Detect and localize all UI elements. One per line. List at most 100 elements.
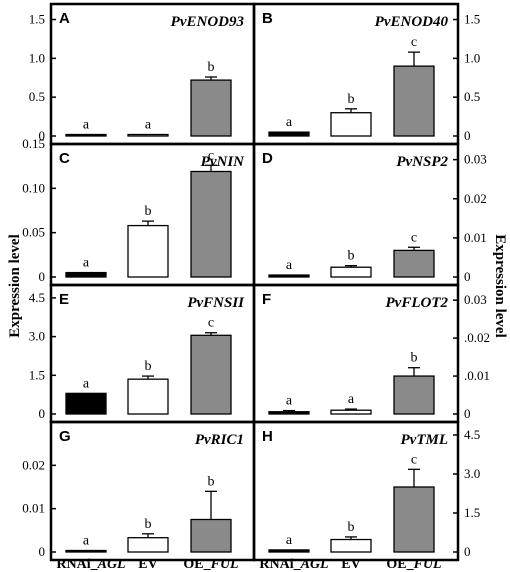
significance-letter: b	[145, 359, 152, 374]
bar-oe	[190, 79, 232, 137]
x-axis-categories: RNAi_AGL EV OE_FUL RNAi_AGL EV OE_FUL	[56, 557, 441, 572]
x-category-label: EV	[138, 557, 157, 572]
y-tick-label: 0.10	[22, 180, 45, 195]
y-tick-label: 1.5	[464, 12, 480, 27]
y-tick-label: 0.15	[22, 136, 45, 151]
bar-rnai	[268, 411, 310, 415]
significance-letter: a	[286, 394, 293, 409]
bar-rnai	[65, 271, 107, 278]
gene-title: PvTML	[401, 432, 448, 448]
bar-ev	[330, 266, 372, 278]
significance-letter: c	[411, 452, 417, 467]
gene-title: PvFNSII	[187, 295, 245, 311]
significance-letter: a	[145, 118, 152, 133]
significance-letter: c	[208, 316, 214, 331]
panel-letter: H	[262, 428, 273, 445]
y-tick-label: 0.5	[464, 89, 480, 104]
bar-ev	[330, 112, 372, 137]
bar-rnai	[65, 133, 107, 137]
gene-title: PvFLOT2	[386, 295, 449, 311]
bar-ev	[127, 537, 169, 553]
significance-letter: b	[145, 517, 152, 532]
y-tick-label: 1.5	[464, 505, 480, 520]
y-tick-label: 3.0	[464, 466, 480, 481]
bar-rnai	[268, 274, 310, 278]
panels: 0 0.5 1.0 1.5 A PvENOD93 a a b 0 0.5 1.0 1.5 B PvENOD4…	[22, 2, 490, 562]
significance-letter: b	[208, 60, 215, 75]
y-tick-label: 1.0	[464, 50, 480, 65]
y-axis-label-right: Expression level	[492, 234, 508, 337]
x-category-label: RNAi_AGL	[56, 557, 125, 572]
panel-letter: E	[59, 291, 69, 308]
y-tick-label: 0.03	[464, 292, 487, 307]
bar-ev	[127, 133, 169, 137]
y-tick-label: 0.01	[22, 501, 45, 516]
bar-oe	[190, 518, 232, 553]
y-tick-label: 0.02	[22, 457, 45, 472]
y-axis-label-left: Expression level	[7, 234, 23, 337]
gene-title: PvNSP2	[396, 154, 448, 170]
y-tick-label: 0	[464, 406, 471, 421]
bar-rnai	[65, 549, 107, 553]
significance-letter: a	[348, 392, 355, 407]
y-tick-label: 1.0	[29, 50, 45, 65]
significance-letter: b	[411, 351, 418, 366]
y-tick-label: 0	[464, 544, 471, 559]
significance-letter: b	[348, 249, 355, 264]
y-tick-label: 0.05	[22, 225, 45, 240]
y-tick-label: 1.5	[29, 367, 45, 382]
y-tick-label: 3.0	[29, 329, 45, 344]
bar-ev	[330, 409, 372, 415]
y-tick-label: 1.5	[29, 12, 45, 27]
gene-title: PvRIC1	[195, 432, 244, 448]
bar-oe	[393, 249, 435, 278]
y-tick-label: 0	[39, 128, 46, 143]
panel-letter: D	[262, 150, 273, 167]
panel-letter: A	[59, 10, 70, 27]
panel-a: 0 0.5 1.0 1.5 A PvENOD93 a a b	[29, 2, 256, 146]
bar-rnai	[65, 392, 107, 415]
y-tick-label: 0.03	[464, 152, 487, 167]
significance-letter: a	[83, 256, 90, 271]
significance-letter: a	[286, 258, 293, 273]
significance-letter: b	[348, 520, 355, 535]
panel-h: 0 1.5 3.0 4.5 H PvTML a b c	[252, 420, 480, 562]
y-tick-label: 0.5	[29, 89, 45, 104]
significance-letter: a	[286, 533, 293, 548]
y-tick-label: 0.01	[464, 230, 487, 245]
significance-letter: a	[83, 376, 90, 391]
panel-b: 0 0.5 1.0 1.5 B PvENOD40 a b c	[252, 2, 480, 146]
bar-ev	[330, 538, 372, 553]
bar-rnai	[268, 131, 310, 137]
significance-letter: c	[208, 148, 214, 163]
y-tick-label: 0	[39, 269, 46, 284]
bar-oe	[190, 170, 232, 278]
significance-letter: a	[83, 118, 90, 133]
y-tick-label: .0.01	[464, 368, 490, 383]
panel-g: 0 0.01 0.02 G PvRIC1 a b b	[22, 420, 256, 562]
bar-oe	[393, 375, 435, 415]
bar-oe	[190, 334, 232, 415]
y-tick-label: 4.5	[464, 427, 480, 442]
bar-ev	[127, 224, 169, 278]
x-category-label: RNAi_AGL	[259, 557, 328, 572]
panel-e: 0 1.5 3.0 4.5 E PvFNSII a b c	[29, 283, 256, 424]
y-tick-label: .0.02	[464, 330, 490, 345]
significance-letter: b	[348, 92, 355, 107]
gene-title: PvNIN	[201, 154, 245, 170]
gene-title: PvENOD40	[375, 14, 449, 30]
bar-oe	[393, 65, 435, 137]
significance-letter: b	[145, 204, 152, 219]
bar-ev	[127, 378, 169, 415]
significance-letter: b	[208, 474, 215, 489]
x-category-label: OE_FUL	[386, 557, 441, 572]
panel-f: 0 .0.01 .0.02 0.03 F PvFLOT2 a a b	[252, 283, 490, 424]
bar-rnai	[268, 549, 310, 553]
y-tick-label: 0	[464, 269, 471, 284]
y-tick-label: 0	[39, 406, 46, 421]
significance-letter: a	[83, 534, 90, 549]
gene-title: PvENOD93	[171, 14, 245, 30]
significance-letter: c	[411, 35, 417, 50]
significance-letter: a	[286, 115, 293, 130]
